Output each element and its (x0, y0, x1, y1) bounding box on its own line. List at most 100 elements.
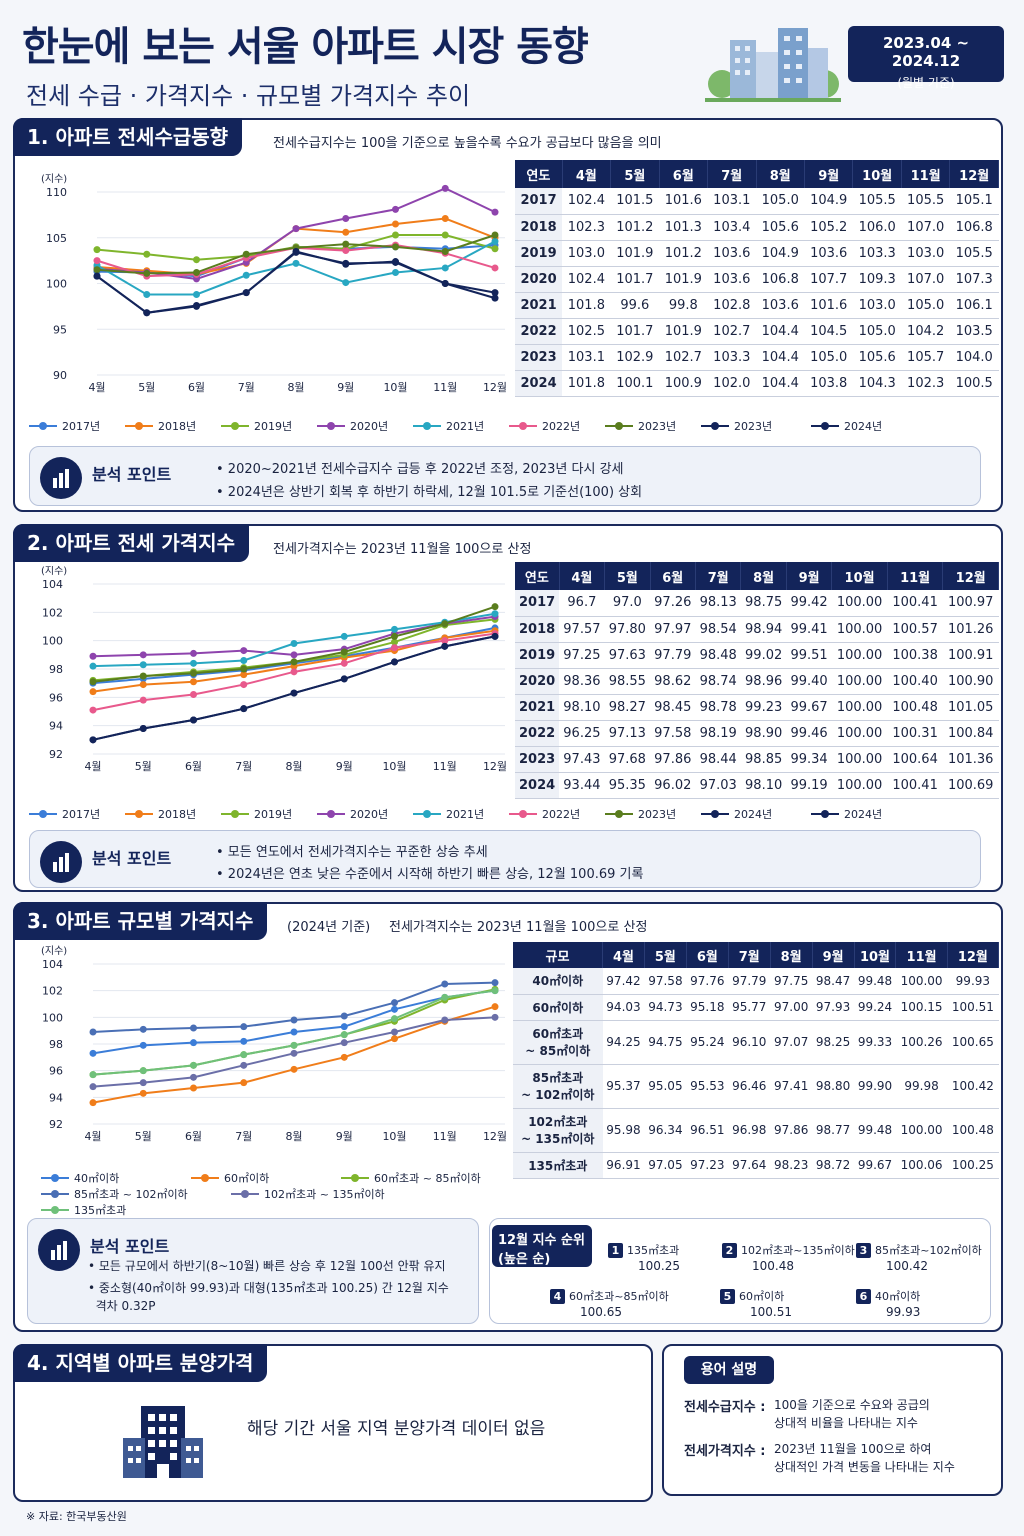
table-cell: 2018 (515, 616, 560, 643)
data-point (89, 688, 97, 696)
legend-label: 2022년 (542, 420, 581, 433)
table-cell: 98.78 (695, 694, 741, 721)
data-point (242, 289, 250, 297)
data-point (391, 1005, 398, 1013)
table-cell: 2019 (515, 240, 563, 267)
table-cell: 103.0 (901, 240, 950, 267)
analysis-title: 분석 포인트 (92, 465, 172, 484)
legend-swatch (29, 810, 57, 818)
table-cell: 105.0 (852, 318, 902, 345)
data-point (391, 638, 398, 646)
table-cell: 94.03 (602, 994, 645, 1021)
table-header-cell: 8월 (740, 562, 787, 590)
building-icon (123, 1406, 203, 1478)
table-cell: 97.63 (604, 642, 651, 669)
rank-label: 135㎡초과 (627, 1244, 680, 1257)
table-cell: 85㎡초과 ~ 102㎡이하 (513, 1064, 603, 1109)
data-point (93, 246, 101, 254)
table-cell: 2020 (515, 266, 563, 293)
table-cell: 101.5 (610, 188, 660, 215)
table-row: 2021 98.10 98.27 98.45 98.78 99.23 99.67 100.00… (515, 694, 999, 721)
legend-swatch (317, 810, 345, 818)
section-size-price: 3. 아파트 규모별 가격지수 (2024년 기준) 전세가격지수는 2023년… (13, 902, 1003, 1332)
legend-item: 2017년 (29, 418, 125, 434)
size-data-table: 규모 4월 5월 6월 7월 8월 9월 10월 11월 12월 40㎡이하 97.42 97.58 97… (513, 942, 1000, 1179)
bar-chart-icon (40, 841, 82, 883)
table-cell: 2023 (515, 746, 560, 773)
legend-item: 2022년 (509, 806, 605, 822)
data-point (93, 266, 101, 274)
table-cell: 95.37 (602, 1064, 645, 1109)
table-cell: 101.26 (942, 616, 999, 643)
table-cell: 95.77 (728, 994, 771, 1021)
legend-item: 2024년 (811, 418, 921, 434)
table-cell: 100.25 (947, 1152, 999, 1179)
rank-label: 60㎡이하 (739, 1290, 785, 1303)
table-cell: 95.18 (686, 994, 729, 1021)
city-buildings-illustration (705, 28, 841, 102)
legend-item: 2023년 (701, 418, 811, 434)
data-point (290, 651, 298, 659)
data-point (342, 215, 350, 223)
table-cell: 105.6 (756, 214, 805, 241)
table-header-cell: 12월 (942, 562, 999, 590)
analysis-line: • 모든 규모에서 하반기(8~10월) 빠른 상승 후 12월 100선 안팎… (88, 1259, 446, 1273)
table-cell: 97.86 (650, 746, 696, 773)
legend-label: 2020년 (350, 808, 389, 821)
table-cell: 98.10 (559, 694, 605, 721)
table-row: 40㎡이하 97.42 97.58 97.76 97.79 97.75 98.47 99.48… (513, 968, 999, 995)
legend-label: 2023년 (638, 420, 677, 433)
data-point (441, 215, 449, 223)
table-cell: 2022 (515, 720, 560, 747)
table-header-cell: 9월 (812, 942, 855, 968)
data-point (491, 245, 499, 253)
data-point (441, 993, 449, 1001)
x-tick-label: 9월 (336, 1130, 353, 1143)
data-point (93, 272, 101, 280)
table-cell: 135㎡초과 (513, 1152, 603, 1179)
table-cell: 105.5 (901, 188, 950, 215)
rank-number: 3 (856, 1243, 871, 1258)
data-point (190, 1084, 197, 1092)
table-cell: 97.64 (728, 1152, 771, 1179)
table-cell: 106.8 (756, 266, 805, 293)
table-cell: 94.25 (602, 1020, 645, 1065)
data-point (89, 1049, 97, 1057)
table-cell: 102.3 (562, 214, 611, 241)
table-cell: 98.45 (650, 694, 696, 721)
table-cell: 2023 (515, 344, 563, 371)
data-point (441, 642, 449, 650)
table-cell: 97.75 (770, 968, 813, 995)
table-cell: 100.00 (831, 772, 888, 799)
data-point (89, 662, 97, 670)
source-note: ※ 자료: 한국부동산원 (26, 1510, 127, 1523)
x-tick-label: 12월 (483, 760, 507, 773)
data-point (139, 1025, 147, 1033)
y-axis-unit: (지수) (41, 173, 67, 185)
table-cell: 103.1 (707, 188, 757, 215)
chart-legend: 2017년 2018년 2019년 2020년 2021년 2022년 2023년 2024년… (29, 806, 989, 822)
table-cell: 106.0 (852, 214, 902, 241)
table-header-cell: 10월 (831, 562, 888, 590)
x-tick-label: 11월 (433, 1130, 457, 1143)
table-cell: 100.00 (895, 968, 948, 995)
x-tick-label: 10월 (382, 760, 406, 773)
x-tick-label: 8월 (285, 1130, 302, 1143)
table-cell: 100.84 (942, 720, 999, 747)
table-cell: 98.25 (812, 1020, 855, 1065)
table-cell: 99.46 (786, 720, 832, 747)
table-cell: 100.00 (831, 694, 888, 721)
table-cell: 97.05 (644, 1152, 687, 1179)
table-cell: 96.98 (728, 1108, 771, 1153)
x-tick-label: 12월 (483, 381, 507, 394)
table-cell: 100.97 (942, 590, 999, 617)
data-point (342, 247, 350, 255)
table-cell: 103.6 (707, 266, 757, 293)
table-cell: 60㎡초과 ~ 85㎡이하 (513, 1020, 603, 1065)
no-data-message: 해당 기간 서울 지역 분양가격 데이터 없음 (247, 1419, 546, 1439)
table-cell: 97.0 (604, 590, 651, 617)
data-point (290, 668, 298, 676)
section-jeonse-price: 2. 아파트 전세 가격지수 전세가격지수는 2023년 11월을 100으로 … (13, 524, 1003, 892)
data-point (190, 1073, 197, 1081)
analysis-box: 분석 포인트 • 모든 연도에서 전세가격지수는 꾸준한 상승 추세 • 202… (29, 830, 981, 888)
